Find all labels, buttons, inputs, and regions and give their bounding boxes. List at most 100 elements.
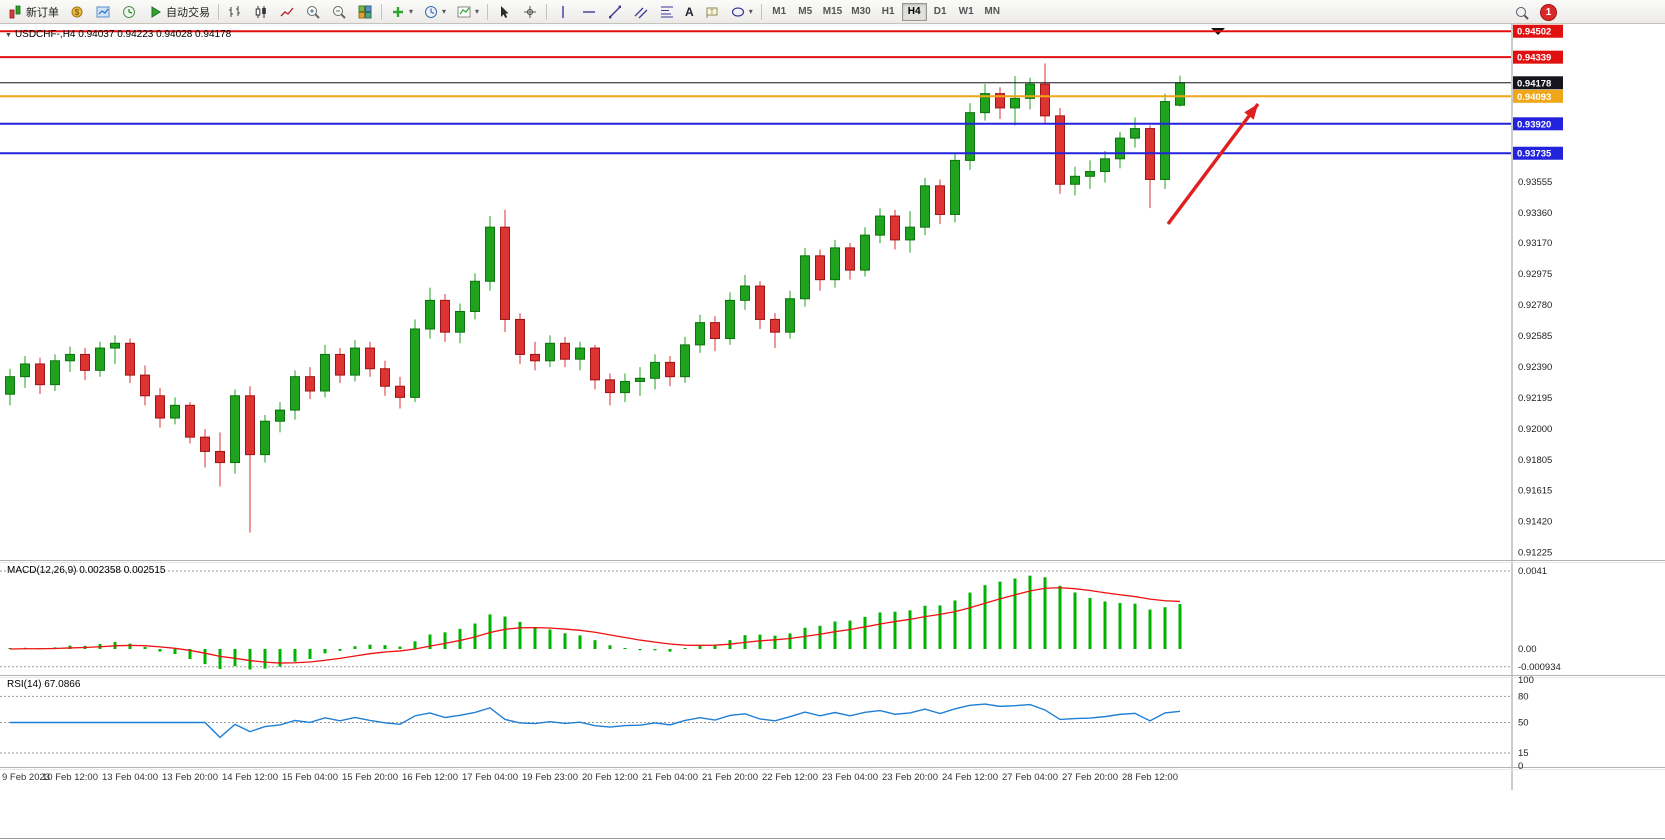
price-level-badge [1513,24,1563,38]
svg-text:0.91805: 0.91805 [1518,455,1552,466]
symbol-info-text: USDCHF-,H4 0.94037 0.94223 0.94028 0.941… [14,29,232,40]
trend-arrow [1166,102,1260,226]
svg-text:0.93170: 0.93170 [1518,238,1552,249]
zoom-out-icon [333,5,346,19]
svg-text:15: 15 [1518,748,1529,759]
label-flag-icon: T [706,7,718,18]
svg-text:9 Feb 2023: 9 Feb 2023 [2,772,50,783]
tile-windows-icon [358,5,372,18]
svg-text:0.92000: 0.92000 [1518,424,1552,435]
svg-text:15 Feb 04:00: 15 Feb 04:00 [282,772,338,783]
svg-text:0.00: 0.00 [1518,644,1537,655]
svg-text:16 Feb 12:00: 16 Feb 12:00 [402,772,458,783]
price-level-badge [1513,50,1563,64]
svg-text:0.92390: 0.92390 [1518,362,1552,373]
svg-text:0.0041: 0.0041 [1518,566,1547,577]
svg-text:15 Feb 20:00: 15 Feb 20:00 [342,772,398,783]
tile-windows-button[interactable] [352,1,378,23]
zoom-in-button[interactable] [300,1,326,23]
tab-timeframe-h4[interactable]: H4 [901,2,927,21]
tab-timeframe-h1[interactable]: H1 [881,6,895,17]
svg-text:0.94093: 0.94093 [1517,92,1551,103]
autotrade-play-icon [151,5,161,18]
history-button[interactable] [116,1,142,23]
text-tool-button[interactable]: A [680,1,699,23]
svg-text:27 Feb 04:00: 27 Feb 04:00 [1002,772,1058,783]
shapes-tool-button[interactable]: ▾ [725,1,758,23]
text-tool-icon: A [685,4,694,19]
price-level-badge [1513,146,1563,160]
svg-text:0: 0 [1518,761,1523,772]
rsi-indicator-label: RSI(14) 67.0866 [7,679,81,690]
svg-text:17 Feb 04:00: 17 Feb 04:00 [462,772,518,783]
tab-timeframe-m1[interactable]: M1 [772,6,787,17]
svg-text:0.91615: 0.91615 [1518,485,1552,496]
search-icon[interactable] [1514,5,1530,21]
toolbar-separator [218,3,219,20]
horizontal-line-tool-button[interactable] [576,1,602,23]
tab-timeframe-m5[interactable]: M5 [798,6,813,17]
bar-chart-button[interactable] [222,1,248,23]
chart-templates-button[interactable]: ▾ [451,1,484,23]
zoom-in-icon [307,5,320,19]
svg-text:13 Feb 20:00: 13 Feb 20:00 [162,772,218,783]
svg-text:-0.000934: -0.000934 [1518,662,1561,673]
svg-text:80: 80 [1518,691,1529,702]
open-charts-button[interactable] [90,1,116,23]
svg-text:23 Feb 04:00: 23 Feb 04:00 [822,772,878,783]
svg-text:0.92585: 0.92585 [1518,331,1552,342]
svg-text:21 Feb 04:00: 21 Feb 04:00 [642,772,698,783]
svg-text:0.92780: 0.92780 [1518,300,1552,311]
new-order-button[interactable]: 新订单 [2,1,64,23]
svg-text:0.92975: 0.92975 [1518,269,1552,280]
chart-templates-icon [457,6,471,17]
bar-chart-icon [229,5,240,17]
zoom-out-button[interactable] [326,1,352,23]
fibonacci-icon [661,6,674,17]
level-lines-layer: 0.94502 0.94339 0.94178 0.94093 0.93920 0.937… [0,24,1563,160]
svg-text:23 Feb 20:00: 23 Feb 20:00 [882,772,938,783]
toolbar-separator [760,3,762,20]
price-level-badge [1513,76,1563,90]
collapse-chart-icon[interactable]: ▼ [5,32,12,39]
svg-text:20 Feb 12:00: 20 Feb 12:00 [582,772,638,783]
svg-text:21 Feb 20:00: 21 Feb 20:00 [702,772,758,783]
cursor-tool-button[interactable] [491,1,517,23]
svg-text:19 Feb 23:00: 19 Feb 23:00 [522,772,578,783]
dropdown-caret-icon: ▾ [409,6,414,16]
price-level-badge [1513,89,1563,103]
tab-timeframe-m15[interactable]: M15 [822,6,843,17]
label-tool-button[interactable]: T [699,1,725,23]
price-level-badge [1513,117,1563,131]
line-chart-icon [280,7,294,16]
vertical-line-tool-button[interactable] [550,1,576,23]
new-order-icon [9,5,21,18]
add-indicator-button[interactable]: ▾ [385,1,418,23]
channel-tool-button[interactable] [628,1,654,23]
tab-timeframe-mn[interactable]: MN [984,6,1000,17]
svg-text:0.94502: 0.94502 [1517,27,1551,38]
macd-signal-line [9,587,1181,664]
line-chart-button[interactable] [274,1,300,23]
autotrade-label: 自动交易 [166,6,210,19]
tab-timeframe-m30[interactable]: M30 [851,6,871,17]
periodicity-button[interactable]: ▾ [418,1,451,23]
tab-timeframe-w1[interactable]: W1 [958,6,974,17]
svg-text:0.91420: 0.91420 [1518,516,1552,527]
crosshair-tool-button[interactable] [517,1,543,23]
candlestick-chart-button[interactable] [248,1,274,23]
notification-badge[interactable]: 1 [1540,4,1557,21]
dropdown-caret-icon: ▾ [442,6,447,16]
trendline-tool-button[interactable] [602,1,628,23]
vertical-line-icon [562,5,564,18]
main-toolbar: 新订单 $ 自动交易 [0,0,1665,24]
open-charts-icon [96,6,110,17]
fibonacci-tool-button[interactable] [654,1,680,23]
svg-text:0.93735: 0.93735 [1517,149,1552,160]
autotrade-button[interactable]: 自动交易 [142,1,215,23]
tab-timeframe-d1[interactable]: D1 [933,6,947,17]
shapes-ellipse-icon [731,6,744,17]
accounts-button[interactable]: $ [64,1,90,23]
